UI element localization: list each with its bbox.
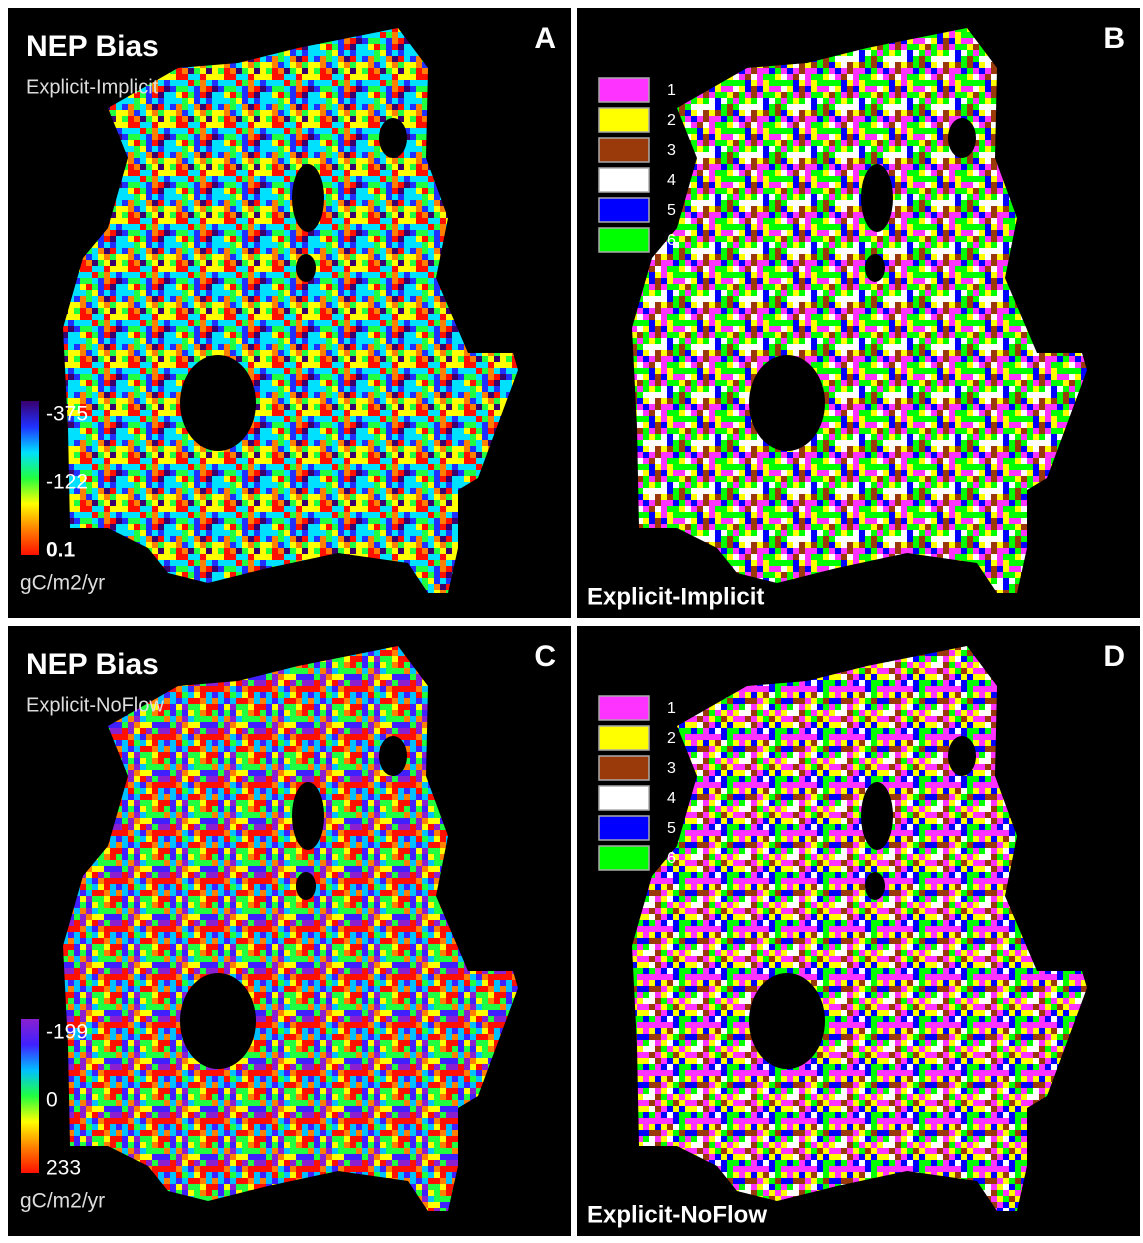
legend-swatch: [599, 846, 649, 870]
legend-label: 1: [667, 700, 676, 717]
panel-letter: B: [1103, 22, 1125, 55]
legend-label: 5: [667, 820, 676, 837]
legend-label: 4: [667, 790, 676, 807]
map-hole: [948, 736, 976, 776]
colorbar-label: 0: [46, 1089, 58, 1112]
map-hole: [948, 118, 976, 158]
legend-label: 3: [667, 760, 676, 777]
panel-letter: D: [1103, 640, 1125, 673]
legend-swatch: [599, 816, 649, 840]
legend-swatch: [599, 108, 649, 132]
map-hole: [180, 973, 256, 1069]
legend-swatch: [599, 228, 649, 252]
legend-label: 3: [667, 142, 676, 159]
colorbar-label: -199: [46, 1021, 88, 1044]
map-hole: [292, 782, 324, 850]
colorbar-label: -122: [46, 471, 88, 494]
panel-caption: Explicit-Implicit: [587, 583, 764, 610]
colorbar-unit: gC/m2/yr: [20, 1190, 105, 1213]
legend-label: 6: [667, 850, 676, 867]
map-hole: [296, 872, 316, 900]
page: {"panels": [ {"letter": "A", "title": "N…: [0, 0, 1143, 1238]
legend-label: 2: [667, 730, 676, 747]
map-hole: [296, 254, 316, 282]
legend-swatch: [599, 786, 649, 810]
legend-swatch: [599, 726, 649, 750]
panel-letter: A: [534, 22, 556, 55]
colorbar-label: -375: [46, 403, 88, 426]
legend-swatch: [599, 138, 649, 162]
colorbar-label: 233: [46, 1157, 81, 1180]
map-hole: [865, 872, 885, 900]
legend-swatch: [599, 78, 649, 102]
panel: D 1 2 3 4 5 6 Explicit-NoFlow: [577, 626, 1140, 1236]
legend-swatch: [599, 756, 649, 780]
panel-subtitle: Explicit-Implicit: [26, 76, 159, 98]
panel: A NEP Bias Explicit-Implicit -375 -122 0.1 gC/…: [8, 8, 571, 618]
panel-caption: Explicit-NoFlow: [587, 1201, 767, 1228]
map-hole: [749, 973, 825, 1069]
map-hole: [379, 736, 407, 776]
panel: B 1 2 3 4 5 6 Explicit-Implicit: [577, 8, 1140, 618]
map-hole: [861, 782, 893, 850]
legend-label: 5: [667, 202, 676, 219]
panel-title: NEP Bias: [26, 648, 159, 681]
panel-title: NEP Bias: [26, 30, 159, 63]
panel: C NEP Bias Explicit-NoFlow -199 0 233 gC/m2/yr: [8, 626, 571, 1236]
legend-swatch: [599, 696, 649, 720]
legend-label: 6: [667, 232, 676, 249]
legend-label: 4: [667, 172, 676, 189]
colorbar: [21, 401, 39, 555]
map-hole: [292, 164, 324, 232]
legend-label: 1: [667, 82, 676, 99]
colorbar: [21, 1019, 39, 1173]
legend-swatch: [599, 168, 649, 192]
map-hole: [861, 164, 893, 232]
map-hole: [749, 355, 825, 451]
map-hole: [180, 355, 256, 451]
figure: A NEP Bias Explicit-Implicit -375 -122 0.1 gC/…: [0, 0, 1143, 1238]
panel-letter: C: [534, 640, 556, 673]
panel-subtitle: Explicit-NoFlow: [26, 694, 164, 716]
map-hole: [379, 118, 407, 158]
map-hole: [865, 254, 885, 282]
legend-label: 2: [667, 112, 676, 129]
colorbar-label: 0.1: [46, 539, 76, 562]
colorbar-unit: gC/m2/yr: [20, 572, 105, 595]
legend-swatch: [599, 198, 649, 222]
